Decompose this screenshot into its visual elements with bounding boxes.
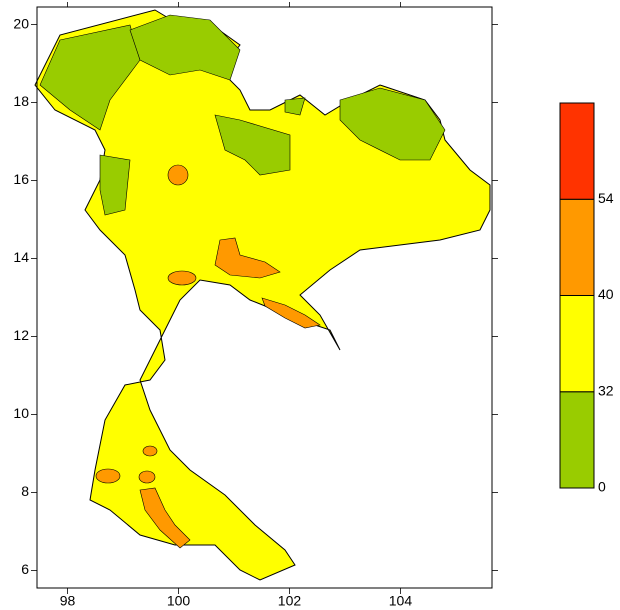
colorbar-label: 0 bbox=[598, 479, 606, 495]
orange-region bbox=[138, 470, 156, 484]
colorbar-segment bbox=[559, 198, 595, 296]
colorbar-label: 54 bbox=[598, 190, 614, 206]
y-tick-label: 16 bbox=[13, 171, 29, 187]
y-tick-label: 12 bbox=[13, 327, 29, 343]
orange-region bbox=[214, 237, 281, 279]
green-region bbox=[99, 154, 131, 216]
y-tick-label: 8 bbox=[21, 483, 29, 499]
orange-region bbox=[139, 487, 191, 549]
x-tick-label: 102 bbox=[278, 593, 302, 609]
colorbar-segment bbox=[559, 391, 595, 489]
y-tick-label: 18 bbox=[13, 93, 29, 109]
y-tick-label: 6 bbox=[21, 561, 29, 577]
orange-region bbox=[142, 445, 158, 457]
colorbar-segment bbox=[559, 102, 595, 200]
y-tick-label: 10 bbox=[13, 405, 29, 421]
land bbox=[34, 9, 491, 581]
x-tick-label: 98 bbox=[60, 593, 76, 609]
orange-region bbox=[95, 468, 121, 484]
green-region bbox=[129, 14, 241, 81]
x-tick-label: 104 bbox=[389, 593, 413, 609]
green-region bbox=[214, 114, 291, 176]
orange-region bbox=[261, 297, 321, 329]
plot-frame bbox=[36, 6, 493, 589]
x-tick-label: 100 bbox=[167, 593, 191, 609]
orange-region bbox=[167, 164, 189, 186]
map-regions bbox=[34, 9, 491, 581]
colorbar-label: 32 bbox=[598, 382, 614, 398]
y-tick-label: 20 bbox=[13, 15, 29, 31]
green-region bbox=[339, 87, 446, 161]
y-tick-label: 14 bbox=[13, 249, 29, 265]
orange-region bbox=[167, 270, 197, 286]
green-region bbox=[284, 97, 306, 116]
colorbar-label: 40 bbox=[598, 286, 614, 302]
colorbar-segment bbox=[559, 295, 595, 393]
